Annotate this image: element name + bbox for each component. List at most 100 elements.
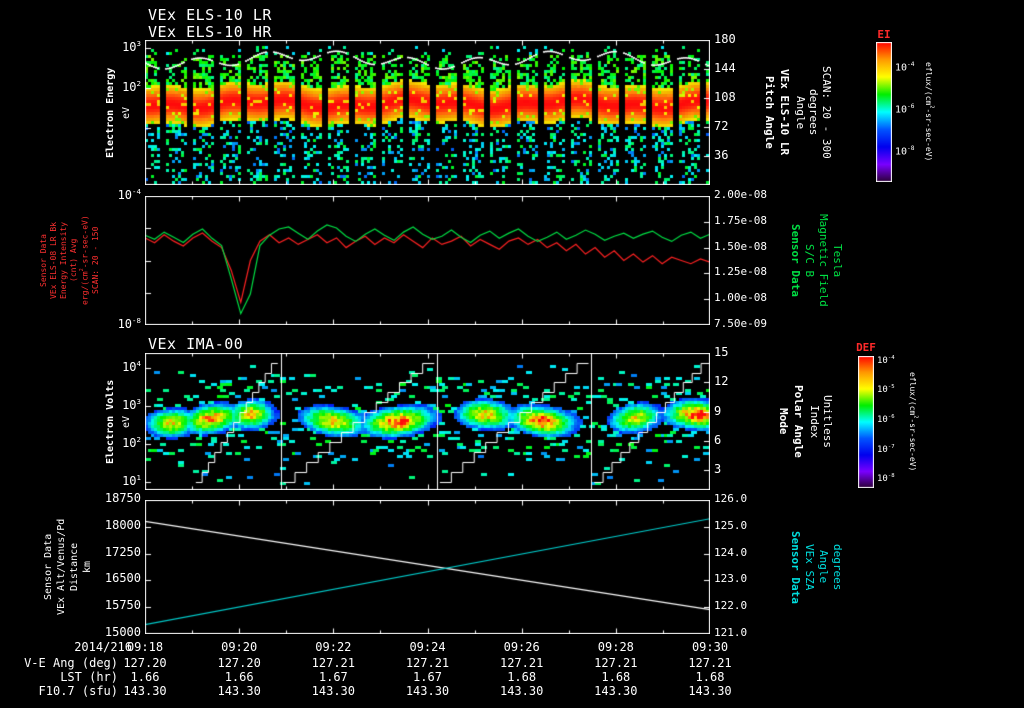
altitude-sza-panel [145, 500, 710, 634]
bottom-row-label: V-E Ang (deg) [24, 656, 118, 670]
def-colorbar-tick: 10-8 [877, 473, 895, 485]
sza-label-col: VEx SZA [803, 543, 816, 591]
altitude-label-col: km [82, 560, 93, 574]
magfield-label-col: S/C B [803, 243, 816, 278]
ei-colorbar-title: EI [877, 28, 891, 41]
mode-index-right-tick: 12 [714, 374, 729, 389]
bottom-row-label: F10.7 (sfu) [38, 684, 118, 698]
time-tick-label: 09:20 [221, 640, 258, 654]
intensity-magfield-panel [145, 196, 710, 325]
els-bk-label-col: (cnt) Avg [69, 238, 78, 283]
mode-index-right-tick: 6 [714, 433, 722, 448]
els-bk-label-col: Energy Intensity [59, 221, 68, 300]
pitch-angle-right-tick: 180 [714, 32, 736, 46]
sza-right-tick: 124.0 [714, 545, 748, 559]
sza-right-tick: 125.0 [714, 518, 748, 532]
magfield-right-tick: 1.00e-08 [714, 291, 767, 305]
els-bk-label-col: VEx ELS-08 LR Bk [49, 221, 58, 300]
els-energy-left-tick: 102 [122, 78, 141, 94]
time-tick-label: 09:30 [691, 640, 729, 654]
magfield-right-tick: 7.50e-09 [714, 317, 767, 330]
els-hr-title: VEx ELS-10 HR [148, 23, 272, 41]
sza-right-tick: 122.0 [714, 599, 748, 613]
ima-title: VEx IMA-00 [148, 335, 244, 353]
ei-colorbar-tick: 10-8 [895, 145, 915, 158]
bottom-row-value: 1.66 [224, 670, 254, 684]
altitude-left-tick: 18000 [104, 517, 141, 532]
bottom-row-value: 143.30 [499, 684, 544, 698]
bottom-row-value: 127.20 [217, 656, 261, 670]
magfield-right-tick: 1.75e-08 [714, 213, 767, 227]
bottom-row-value: 127.20 [123, 656, 167, 670]
pitch-angle-right-tick: 72 [714, 119, 729, 133]
altitude-left-tick: 18750 [104, 491, 141, 505]
altitude-left-tick: 16500 [104, 571, 141, 586]
altitude-label-col: Sensor Data [43, 533, 54, 601]
ei-colorbar [876, 42, 892, 182]
bottom-row-value: 143.30 [123, 684, 167, 698]
ima-ev-left-tick: 102 [122, 434, 141, 450]
ei-colorbar-tick: 10-4 [895, 61, 915, 74]
bottom-row-value: 1.67 [413, 670, 442, 684]
bottom-row-value: 143.30 [311, 684, 355, 698]
date-label: 2014/216 [74, 640, 132, 654]
time-tick-label: 09:28 [597, 640, 634, 654]
def-colorbar [858, 356, 874, 488]
mode-index-right-tick: 15 [714, 345, 729, 359]
sza-right-tick: 126.0 [714, 492, 748, 505]
mode-index-label-col: Index [808, 404, 821, 439]
sza-label-col: Sensor Data [789, 530, 802, 604]
bottom-row-label: LST (hr) [60, 670, 118, 684]
ima-ev-left-tick: 103 [122, 397, 141, 413]
magfield-right-tick: 1.25e-08 [714, 265, 767, 279]
time-tick-label: 09:22 [315, 640, 352, 654]
bottom-row-value: 1.66 [130, 670, 160, 684]
electron-volts-label-col: Electron Volts [105, 379, 116, 464]
bottom-row-value: 1.68 [695, 670, 725, 684]
time-tick-label: 09:24 [409, 640, 446, 654]
bottom-row-value: 143.30 [594, 684, 638, 698]
els-bk-label-col: SCAN: 20 - 150 [91, 226, 100, 295]
bottom-row-value: 127.21 [405, 656, 450, 670]
altitude-left-tick: 15000 [104, 625, 141, 639]
pitch-angle-right-tick: 144 [714, 61, 736, 75]
bottom-row-value: 127.21 [688, 656, 732, 670]
ima-ev-left-tick: 104 [122, 359, 141, 375]
def-colorbar-tick: 10-4 [877, 354, 895, 366]
bottom-row-value: 127.21 [311, 656, 355, 670]
time-tick-label: 09:18 [126, 640, 164, 654]
time-tick-label: 09:26 [503, 640, 540, 654]
pitch-angle-label-col: degrees [807, 89, 820, 136]
els-bk-label-col: erg/(cm2-sr-sec-eV) [79, 215, 90, 306]
def-colorbar-tick: 10-7 [877, 443, 895, 455]
bottom-row-value: 1.68 [507, 670, 537, 684]
sza-label-col: Angle [817, 550, 830, 584]
bottom-row-value: 143.30 [688, 684, 732, 698]
magfield-label-col: Tesla [831, 243, 844, 278]
sza-right-tick: 123.0 [714, 572, 748, 586]
ei-colorbar-tick: 10-6 [895, 103, 915, 116]
pitch-angle-label-col: Pitch Angle [763, 76, 776, 149]
altitude-label-col: Distance [69, 542, 80, 592]
mode-index-label-col: Unitless [821, 395, 834, 448]
bottom-row-value: 1.68 [601, 670, 631, 684]
electron-volts-label-col: eV [121, 415, 132, 428]
def-colorbar-units: eflux/(cm2-sr-sec-eV) [908, 372, 919, 472]
els-bk-label-col: Sensor Data [39, 234, 48, 287]
magfield-right-tick: 2.00e-08 [714, 188, 767, 201]
electron-energy-label-col: Electron Energy [105, 67, 116, 158]
bottom-row-value: 143.30 [405, 684, 450, 698]
ei-colorbar-units: eflux/(cm2-sr-sec-eV) [924, 62, 935, 162]
pitch-angle-right-tick: 108 [714, 90, 736, 104]
mode-index-right-tick: 9 [714, 403, 722, 418]
mode-index-right-tick: 3 [714, 462, 722, 477]
pitch-angle-label-col: SCAN: 20 - 300 [820, 66, 833, 159]
ima-ev-left-tick: 101 [122, 472, 141, 488]
ima-spectrogram-panel [145, 353, 710, 490]
def-colorbar-tick: 10-6 [877, 414, 895, 425]
def-colorbar-title: DEF [856, 341, 876, 354]
mode-index-label-col: Mode [777, 408, 790, 435]
altitude-left-tick: 15750 [104, 598, 141, 613]
sza-label-col: degrees [831, 543, 844, 591]
